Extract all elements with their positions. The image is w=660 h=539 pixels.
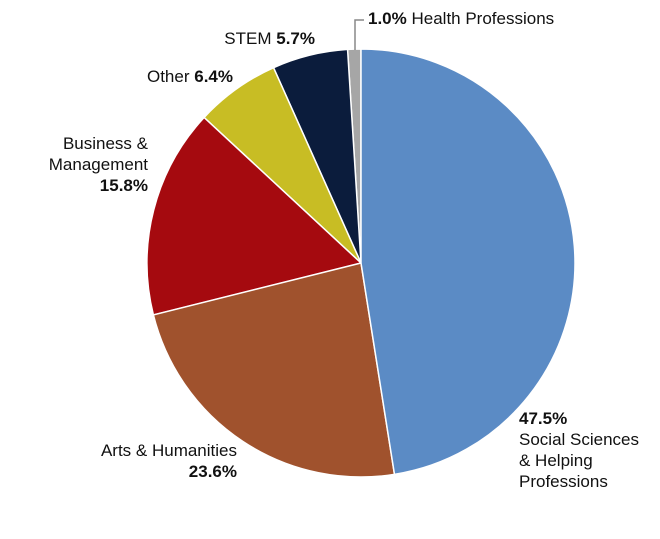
- value-label: 47.5%: [519, 409, 568, 428]
- slice-label: Other 6.4%: [60, 66, 233, 87]
- pie-slice: [360, 48, 576, 476]
- category-label: STEM: [224, 29, 272, 48]
- slice-label: Business & Management 15.8%: [28, 133, 148, 196]
- pie-slice: [146, 116, 363, 316]
- category-label: Other: [146, 67, 190, 86]
- category-label: Social Sciences & Helping Professions: [519, 430, 640, 491]
- slice-label: STEM 5.7%: [150, 28, 315, 49]
- value-label: 15.8%: [99, 176, 148, 195]
- pie-slice: [152, 262, 396, 478]
- value-label: 23.6%: [188, 462, 237, 481]
- slice-label: 47.5% Social Sciences & Helping Professio…: [519, 408, 654, 492]
- value-label: 1.0%: [368, 9, 407, 28]
- slice-label: 1.0% Health Professions: [368, 8, 648, 29]
- leader-line: [354, 19, 364, 50]
- category-label: Health Professions: [411, 9, 555, 28]
- value-label: 6.4%: [194, 67, 233, 86]
- category-label: Arts & Humanities: [100, 441, 237, 460]
- category-label: Business & Management: [48, 134, 148, 174]
- slice-label: Arts & Humanities 23.6%: [20, 440, 237, 482]
- value-label: 5.7%: [276, 29, 315, 48]
